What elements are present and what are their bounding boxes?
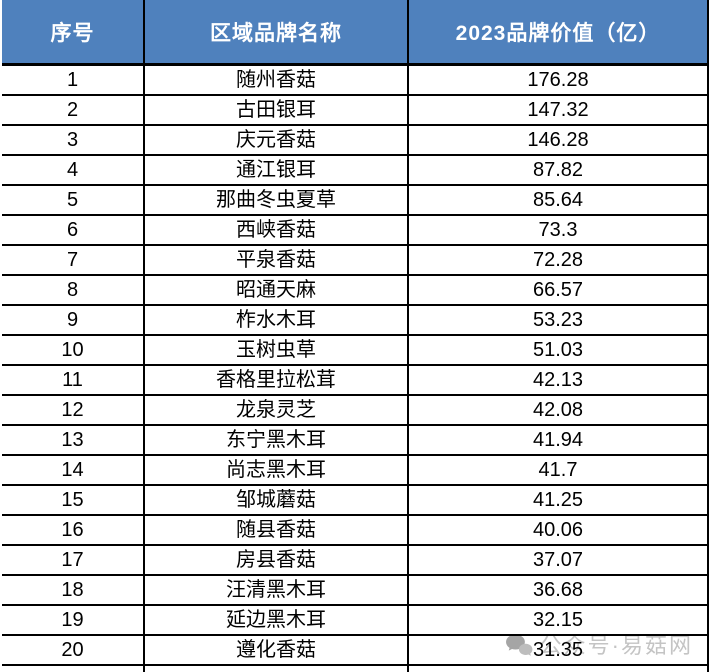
cell-value: 87.82 [407, 154, 709, 186]
table-row: 20 遵化香菇 31.35 [2, 634, 709, 666]
cell-value: 36.68 [407, 574, 709, 606]
cell-rank: 12 [2, 394, 145, 426]
table-row: 4 通江银耳 87.82 [2, 154, 709, 186]
cell-value: 37.07 [407, 544, 709, 576]
cell-brand: 延边黑木耳 [143, 604, 409, 636]
table-header: 序号 区域品牌名称 2023品牌价值（亿） [2, 0, 709, 66]
cell-rank: 20 [2, 634, 145, 666]
cell-rank: 19 [2, 604, 145, 636]
cell-rank: 9 [2, 304, 145, 336]
table-body: 1 随州香菇 176.28 2 古田银耳 147.32 3 庆元香菇 146.28 4 通江银耳 87… [2, 63, 709, 672]
table-row: 8 昭通天麻 66.57 [2, 274, 709, 306]
cell-rank: 7 [2, 244, 145, 276]
cell-brand: 通江银耳 [143, 154, 409, 186]
table-row: 9 柞水木耳 53.23 [2, 304, 709, 336]
cell-rank: 10 [2, 334, 145, 366]
cell-rank: 14 [2, 454, 145, 486]
cell-rank: 18 [2, 574, 145, 606]
cell-brand: 平泉香菇 [143, 244, 409, 276]
table-row: 11 香格里拉松茸 42.13 [2, 364, 709, 396]
table-row: 15 邹城蘑菇 41.25 [2, 484, 709, 516]
table-row: 12 龙泉灵芝 42.08 [2, 394, 709, 426]
cell-brand: 房县香菇 [143, 544, 409, 576]
cell-rank: 16 [2, 514, 145, 546]
table-row: 7 平泉香菇 72.28 [2, 244, 709, 276]
cell-value: 41.25 [407, 484, 709, 516]
cell-value: 42.13 [407, 364, 709, 396]
cell-value: 31.35 [407, 634, 709, 666]
cell-brand: 昭通天麻 [143, 274, 409, 306]
table-row: 19 延边黑木耳 32.15 [2, 604, 709, 636]
cell-brand: 庆元香菇 [143, 124, 409, 156]
cell-rank: 5 [2, 184, 145, 216]
cell-brand: 邹城蘑菇 [143, 484, 409, 516]
cell-brand: 随县香菇 [143, 514, 409, 546]
cell-brand: 古田银耳 [143, 94, 409, 126]
cell-value: 146.28 [407, 124, 709, 156]
cell-brand: 玉树虫草 [143, 334, 409, 366]
cell-rank: 2 [2, 94, 145, 126]
cell-value: 85.64 [407, 184, 709, 216]
cell-rank: 3 [2, 124, 145, 156]
header-brand-value: 2023品牌价值（亿） [407, 0, 709, 66]
header-row: 序号 区域品牌名称 2023品牌价值（亿） [2, 0, 709, 66]
table-row: 3 庆元香菇 146.28 [2, 124, 709, 156]
cell-value: 147.32 [407, 94, 709, 126]
cell-value: 53.23 [407, 304, 709, 336]
cell-value: 51.03 [407, 334, 709, 366]
cell-rank: 1 [2, 63, 145, 96]
cell-brand: 尚志黑木耳 [143, 454, 409, 486]
cell-rank [2, 664, 145, 672]
cell-rank: 17 [2, 544, 145, 576]
cell-value: 66.57 [407, 274, 709, 306]
cell-brand: 柞水木耳 [143, 304, 409, 336]
cell-rank: 15 [2, 484, 145, 516]
table-row: 13 东宁黑木耳 41.94 [2, 424, 709, 456]
cell-rank: 13 [2, 424, 145, 456]
cell-brand [143, 664, 409, 672]
cell-brand: 那曲冬虫夏草 [143, 184, 409, 216]
cell-value: 41.94 [407, 424, 709, 456]
table-row: 17 房县香菇 37.07 [2, 544, 709, 576]
cell-value: 73.3 [407, 214, 709, 246]
cell-value [407, 664, 709, 672]
cell-brand: 遵化香菇 [143, 634, 409, 666]
cell-rank: 11 [2, 364, 145, 396]
cell-value: 176.28 [407, 63, 709, 96]
cell-brand: 东宁黑木耳 [143, 424, 409, 456]
cell-brand: 香格里拉松茸 [143, 364, 409, 396]
cell-value: 32.15 [407, 604, 709, 636]
cell-brand: 西峡香菇 [143, 214, 409, 246]
table-row: 14 尚志黑木耳 41.7 [2, 454, 709, 486]
table-row: 2 古田银耳 147.32 [2, 94, 709, 126]
table-row: 6 西峡香菇 73.3 [2, 214, 709, 246]
cell-brand: 汪清黑木耳 [143, 574, 409, 606]
cell-value: 42.08 [407, 394, 709, 426]
cell-rank: 8 [2, 274, 145, 306]
cell-brand: 龙泉灵芝 [143, 394, 409, 426]
cell-rank: 4 [2, 154, 145, 186]
header-rank: 序号 [2, 0, 145, 66]
table-row: 10 玉树虫草 51.03 [2, 334, 709, 366]
table-row: 1 随州香菇 176.28 [2, 63, 709, 96]
cell-value: 41.7 [407, 454, 709, 486]
table-row-partial [2, 664, 709, 672]
cell-brand: 随州香菇 [143, 63, 409, 96]
cell-value: 72.28 [407, 244, 709, 276]
table-row: 18 汪清黑木耳 36.68 [2, 574, 709, 606]
cell-rank: 6 [2, 214, 145, 246]
cell-value: 40.06 [407, 514, 709, 546]
header-brand-name: 区域品牌名称 [143, 0, 409, 66]
table-row: 16 随县香菇 40.06 [2, 514, 709, 546]
table-row: 5 那曲冬虫夏草 85.64 [2, 184, 709, 216]
